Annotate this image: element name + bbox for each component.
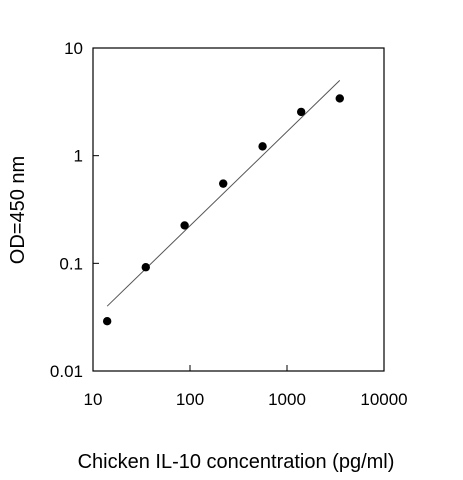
y-tick-label: 10 [64,39,83,58]
data-point [258,142,267,151]
fit-line [106,80,341,307]
data-point [141,263,150,272]
plot-area [92,47,385,372]
y-tick-label: 0.01 [50,362,83,381]
y-tick-label: 1 [74,147,83,166]
chart-marks [102,80,344,326]
data-point [296,107,306,117]
x-axis-title: Chicken IL-10 concentration (pg/ml) [78,451,395,473]
x-tick-label: 100 [176,390,204,409]
x-tick-label: 1000 [268,390,306,409]
data-point [180,221,189,230]
y-tick-label: 0.1 [59,254,83,273]
data-point [102,317,112,326]
data-point [219,179,228,188]
x-tick-label: 10000 [360,390,407,409]
y-axis-title: OD=450 nm [7,156,29,264]
x-axis-ticks: 10 100 1000 10000 [84,365,408,409]
y-axis-ticks: 0.01 0.1 1 10 [50,39,99,381]
x-tick-label: 10 [84,390,103,409]
data-point [335,94,344,103]
plot-frame [92,47,385,372]
